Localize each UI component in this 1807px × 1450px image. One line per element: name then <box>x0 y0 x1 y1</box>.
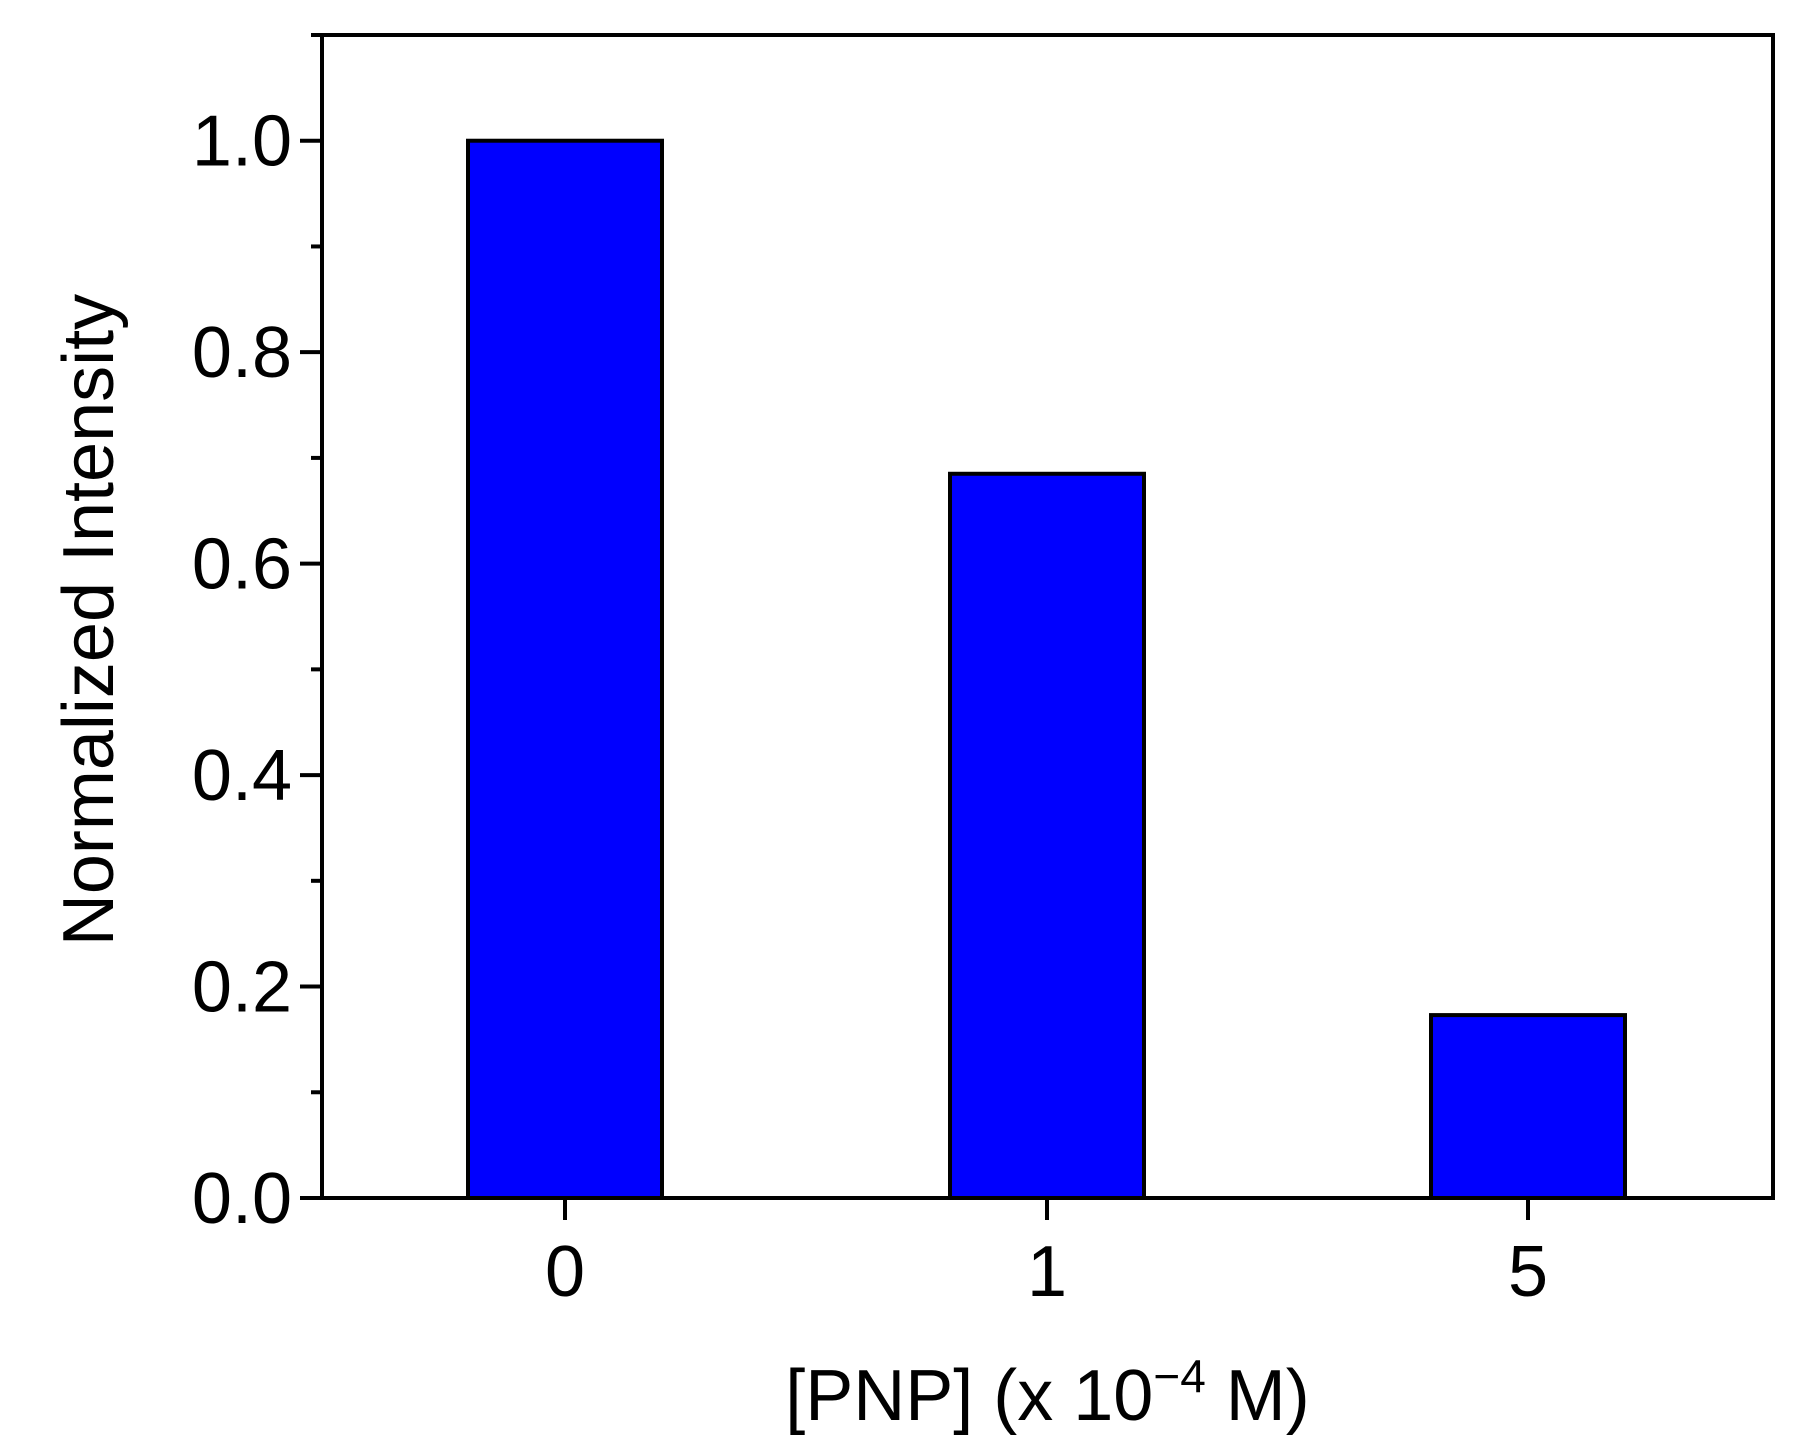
x-axis-title: [PNP] (x 10−4 M) <box>785 1350 1310 1436</box>
y-tick-label: 0.4 <box>192 736 292 816</box>
bars-group <box>466 138 1627 1200</box>
bar-5 <box>1429 1013 1627 1200</box>
y-tick-label: 0.2 <box>192 948 292 1028</box>
x-tick-label: 0 <box>545 1232 585 1312</box>
y-axis-ticks: 0.0 0.2 0.4 0.6 0.8 1.0 <box>192 33 322 1239</box>
x-axis-title-suffix: M) <box>1206 1356 1310 1436</box>
x-tick-label: 5 <box>1508 1232 1548 1312</box>
x-axis-title-prefix: [PNP] (x 10 <box>785 1356 1153 1436</box>
y-tick-label: 1.0 <box>192 102 292 182</box>
x-tick-label: 1 <box>1027 1232 1067 1312</box>
y-tick-label: 0.0 <box>192 1159 292 1239</box>
y-tick-label: 0.8 <box>192 313 292 393</box>
y-axis-title: Normalized Intensity <box>49 294 129 946</box>
bar-1 <box>948 471 1146 1200</box>
x-axis-title-exponent: −4 <box>1153 1350 1205 1402</box>
x-axis-ticks: 0 1 5 <box>545 1198 1548 1312</box>
bar-0 <box>466 138 664 1200</box>
y-tick-label: 0.6 <box>192 525 292 605</box>
